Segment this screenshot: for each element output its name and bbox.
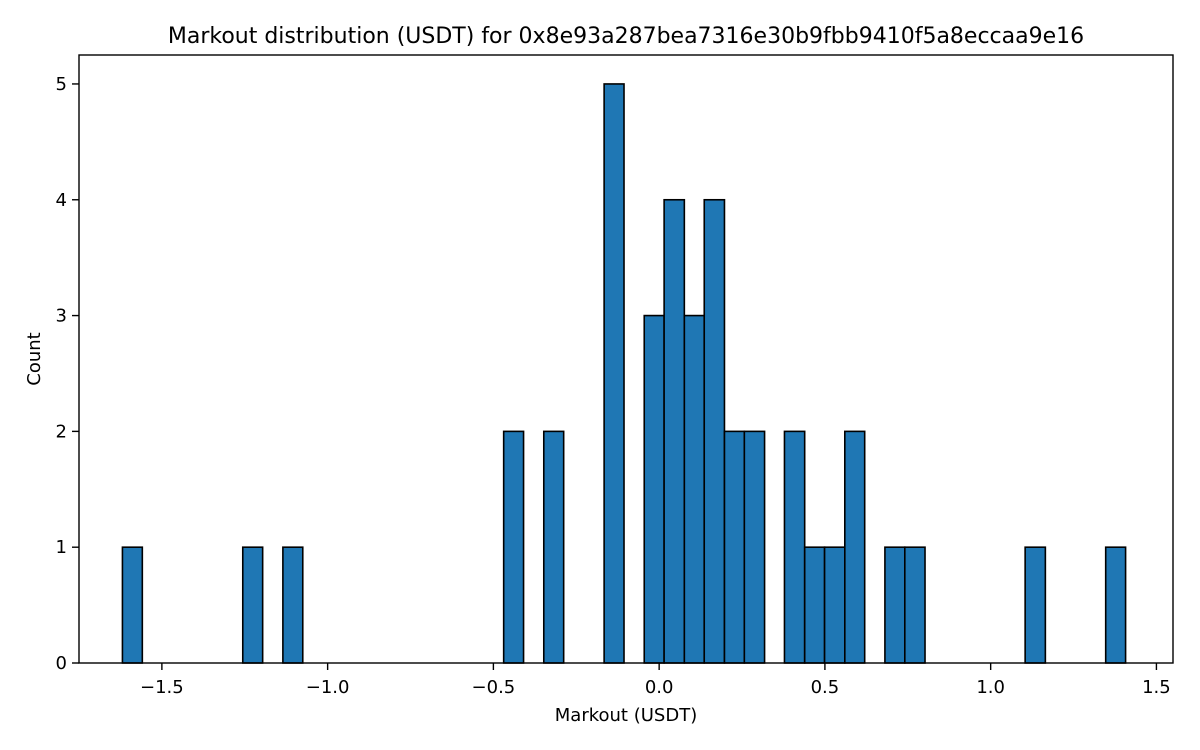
y-axis-label: Count (24, 332, 45, 385)
histogram-bar-10 (723, 430, 746, 664)
x-axis-label: Markout (USDT) (555, 705, 697, 726)
histogram-bar-3 (502, 430, 525, 664)
histogram-bar-7 (663, 198, 686, 664)
y-tick-label: 2 (56, 421, 67, 442)
y-tick-label: 4 (56, 190, 67, 211)
histogram-bar-13 (803, 546, 826, 664)
chart-title: Markout distribution (USDT) for 0x8e93a2… (168, 24, 1084, 49)
y-tick-label: 3 (56, 306, 67, 327)
histogram-bar-5 (603, 83, 625, 664)
x-tick-label: −1.0 (306, 677, 350, 698)
histogram-bar-1 (241, 546, 264, 664)
histogram-bar-0 (121, 546, 144, 664)
y-tick-label: 1 (56, 537, 67, 558)
histogram-bar-17 (903, 546, 926, 664)
histogram-bar-16 (884, 546, 906, 664)
histogram-bar-6 (643, 314, 665, 664)
x-tick-label: 1.0 (976, 677, 1005, 698)
x-tick-label: 1.5 (1142, 677, 1171, 698)
x-axis-ticks: −1.5 −1.0 −0.5 0.0 0.5 1.0 1.5 (140, 663, 1171, 698)
plot-frame (78, 54, 1174, 664)
histogram-bar-8 (683, 314, 706, 664)
y-tick-label: 5 (56, 74, 67, 95)
histogram-bar-18 (1024, 546, 1047, 664)
histogram-bar-2 (282, 546, 304, 664)
histogram-bar-4 (542, 430, 565, 664)
y-tick-label: 0 (56, 653, 67, 674)
x-tick-label: −0.5 (472, 677, 516, 698)
histogram-bar-12 (783, 430, 806, 664)
histogram-bars (121, 83, 1127, 664)
histogram-bar-9 (703, 198, 726, 664)
x-tick-label: 0.5 (811, 677, 840, 698)
y-axis-ticks: 0 1 2 3 4 5 (56, 74, 79, 674)
histogram-bar-14 (823, 546, 846, 664)
histogram-bar-19 (1104, 546, 1127, 664)
histogram-bar-15 (843, 430, 866, 664)
x-tick-label: 0.0 (645, 677, 674, 698)
histogram-bar-11 (743, 430, 766, 664)
x-tick-label: −1.5 (140, 677, 184, 698)
